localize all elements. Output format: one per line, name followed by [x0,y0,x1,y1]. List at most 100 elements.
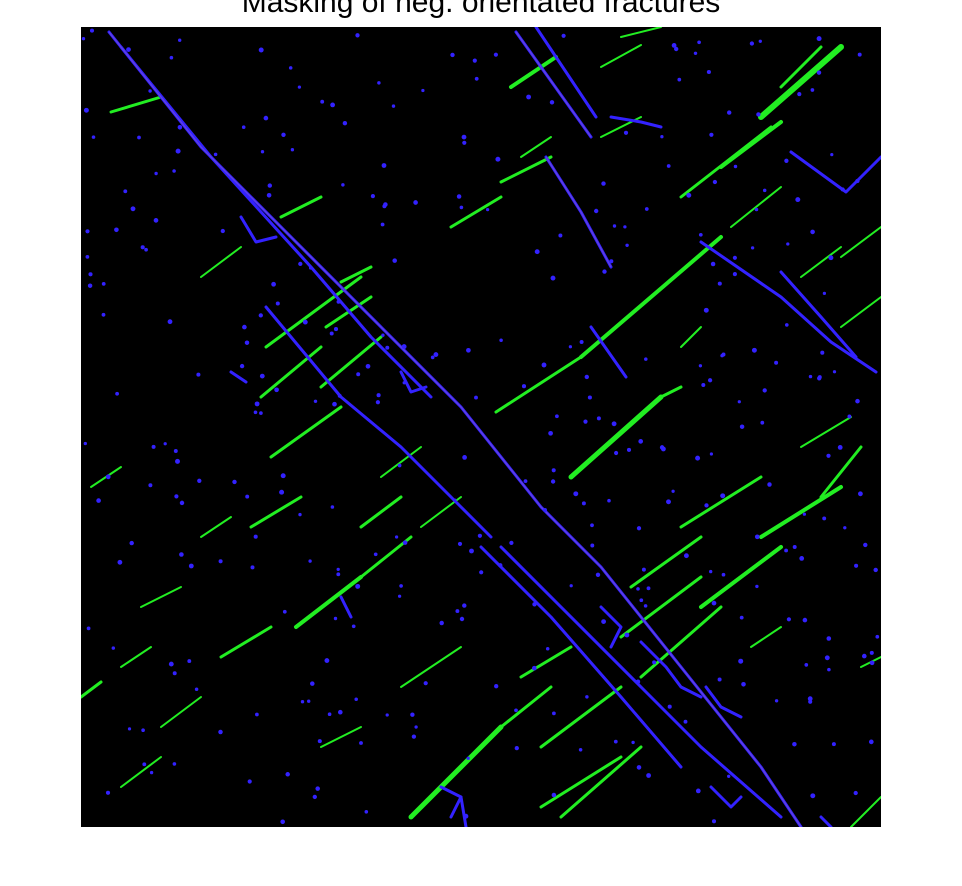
mask-dot [534,249,540,255]
mask-dot [847,414,852,419]
mask-dot [493,52,498,57]
mask-dot [843,526,847,530]
mask-dot [636,587,640,591]
mask-dot [858,491,863,497]
mask-dot [317,739,322,744]
mask-dot [414,725,418,729]
mask-dot [550,479,556,484]
mask-dot [638,439,644,444]
mask-dot [220,228,225,234]
mask-dot [163,442,167,446]
mask-dot [869,660,875,666]
mask-dot [816,36,822,42]
mask-dot [96,498,101,503]
mask-dot [377,81,381,85]
mask-dot [242,324,247,330]
mask-dot [624,632,630,638]
mask-dot [297,85,302,89]
mask-dot [824,655,830,661]
mask-dot [749,41,755,46]
mask-dot [875,634,880,639]
mask-dot [300,700,305,704]
mask-dot [127,727,132,731]
mask-dot [583,419,588,424]
mask-dot [826,453,831,458]
mask-dot [523,479,528,483]
mask-dot [727,110,732,115]
mask-dot [313,399,318,404]
mask-dot [543,508,547,512]
mask-dot [531,665,537,671]
mask-dot [274,387,279,393]
mask-dot [250,565,255,570]
mask-dot [602,269,607,274]
mask-dot [666,164,671,168]
mask-dot [857,52,862,57]
mask-dot [854,563,859,568]
mask-dot [683,719,688,724]
mask-dot [178,38,182,42]
mask-dot [720,493,726,499]
mask-dot [479,570,484,575]
mask-dot [832,370,837,374]
mask-dot [767,482,772,487]
mask-dot [129,540,134,546]
mask-dot [495,156,501,162]
mask-dot [703,307,709,313]
mask-dot [179,500,185,506]
mask-dot [786,617,791,622]
mask-dot [433,352,439,358]
mask-dot [336,567,340,572]
mask-dot [607,498,611,503]
mask-dot [810,229,815,235]
mask-dot [263,115,269,121]
mask-dot [644,207,649,211]
mask-dot [338,709,343,715]
mask-dot [732,255,737,260]
mask-dot [498,563,503,568]
mask-dot [739,615,744,620]
mask-dot [288,66,293,70]
mask-dot [91,135,96,139]
mask-dot [569,584,573,588]
mask-dot [863,542,868,548]
mask-dot [105,790,111,795]
mask-dot [545,646,550,651]
mask-dot [614,450,619,456]
mask-dot [312,794,317,800]
mask-dot [354,697,358,702]
mask-dot [439,620,444,626]
mask-dot [558,233,563,238]
mask-dot [144,247,148,252]
mask-dot [154,171,158,176]
mask-dot [253,534,258,539]
mask-dot [457,541,463,546]
green-fracture-layer [81,27,881,827]
mask-dot [674,46,679,52]
mask-dot [380,222,385,227]
mask-dot [258,47,264,53]
mask-dot [281,132,286,137]
mask-dot [646,586,651,591]
mask-dot [797,92,802,97]
mask-dot [169,55,174,60]
mask-dot [402,381,406,385]
mask-dot [760,420,765,425]
mask-dot [172,671,177,676]
mask-dot [401,344,407,350]
mask-dot [266,192,272,198]
mask-dot [453,498,457,502]
mask-dot [462,140,467,145]
mask-dot [750,246,755,250]
mask-dot [175,458,180,464]
mask-dot [307,699,311,703]
mask-dot [370,194,375,199]
mask-dot [117,559,123,565]
mask-dot [756,112,761,117]
mask-dot [611,421,617,427]
mask-dot [784,548,789,553]
mask-dot [706,69,711,75]
mask-dot [709,452,714,456]
mask-dot [837,445,843,450]
mask-dot [456,194,462,199]
